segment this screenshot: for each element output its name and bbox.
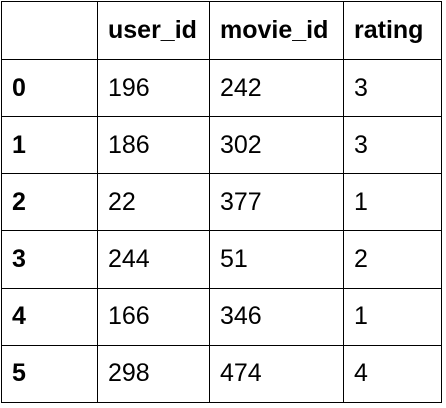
cell-rating: 3 <box>343 116 442 175</box>
cell-rating: 2 <box>343 230 442 289</box>
cell-user-id: 196 <box>97 58 210 118</box>
cell-user-id: 22 <box>97 173 210 232</box>
index-header <box>1 1 98 60</box>
cell-movie-id: 474 <box>209 344 344 404</box>
row-index: 0 <box>1 58 98 118</box>
cell-movie-id: 346 <box>209 287 344 346</box>
table-row: 0 196 242 3 <box>1 58 442 118</box>
cell-movie-id: 51 <box>209 230 344 289</box>
table-row: 4 166 346 1 <box>1 287 442 346</box>
cell-user-id: 298 <box>97 344 210 404</box>
row-index: 3 <box>1 230 98 289</box>
cell-rating: 3 <box>343 58 442 118</box>
cell-rating: 1 <box>343 173 442 232</box>
row-index: 5 <box>1 344 98 404</box>
table-row: 2 22 377 1 <box>1 173 442 232</box>
column-header-user-id: user_id <box>97 1 210 60</box>
cell-user-id: 166 <box>97 287 210 346</box>
cell-movie-id: 242 <box>209 58 344 118</box>
table-row: 3 244 51 2 <box>1 230 442 289</box>
row-index: 1 <box>1 116 98 175</box>
cell-movie-id: 377 <box>209 173 344 232</box>
column-header-rating: rating <box>343 1 442 60</box>
table-row: 1 186 302 3 <box>1 116 442 175</box>
row-index: 4 <box>1 287 98 346</box>
cell-rating: 4 <box>343 344 442 404</box>
header-row: user_id movie_id rating <box>1 1 442 60</box>
column-header-movie-id: movie_id <box>209 1 344 60</box>
table-row: 5 298 474 4 <box>1 344 442 404</box>
cell-user-id: 244 <box>97 230 210 289</box>
dataframe-table: user_id movie_id rating 0 196 242 3 1 18… <box>1 1 442 404</box>
row-index: 2 <box>1 173 98 232</box>
cell-movie-id: 302 <box>209 116 344 175</box>
cell-rating: 1 <box>343 287 442 346</box>
cell-user-id: 186 <box>97 116 210 175</box>
